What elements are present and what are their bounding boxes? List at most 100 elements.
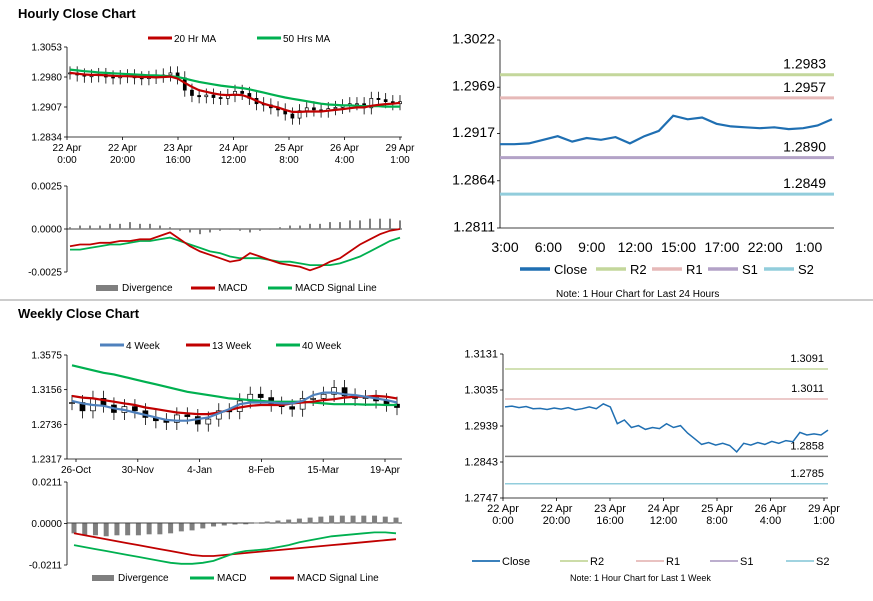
weekly-ytick-label: 1.3575 xyxy=(31,351,62,362)
h24-xtick-label: 15:00 xyxy=(661,239,696,255)
w1-xtick-label: 22 Apr xyxy=(487,503,519,515)
hourly-xtick-label: 20:00 xyxy=(110,155,135,166)
h24-note: Note: 1 Hour Chart for Last 24 Hours xyxy=(556,289,719,300)
hourly-candle-body xyxy=(297,110,302,119)
hourly-candle-body xyxy=(355,103,359,106)
hourly-macd-divergence-bar xyxy=(379,218,381,229)
w1-ytick-label: 1.3035 xyxy=(464,385,498,397)
hourly-macd-divergence-bar xyxy=(199,229,201,235)
hourly-candle-body xyxy=(312,107,316,111)
hourly-macd-divergence-bar xyxy=(399,220,401,229)
hourly-xtick-label: 22 Apr xyxy=(53,143,83,154)
weekly-candle-body xyxy=(320,393,327,399)
hourly-macd-divergence-bar xyxy=(219,229,221,231)
weekly-candle-body xyxy=(310,398,316,400)
h24-xtick-label: 17:00 xyxy=(704,239,739,255)
h24-xtick-label: 12:00 xyxy=(618,239,653,255)
hourly-macd-divergence-bar xyxy=(169,227,171,229)
w1-xtick-label: 20:00 xyxy=(543,515,571,527)
hourly-macd-divergence-bar xyxy=(89,225,91,229)
hourly-macd-divergence-bar xyxy=(319,223,321,229)
weekly-xtick-label: 30-Nov xyxy=(122,465,154,476)
legend-4-week-label: 4 Week xyxy=(126,341,161,352)
w1-ytick-label: 1.2747 xyxy=(464,493,498,505)
hourly-candle-body xyxy=(376,98,381,100)
weekly-macd-divergence-bar xyxy=(221,523,227,526)
h24-legend-close-label: Close xyxy=(554,262,587,277)
weekly-macd-divergence-bar xyxy=(296,518,302,524)
w1-xtick-label: 23 Apr xyxy=(594,503,626,515)
w1-r2-label: 1.3091 xyxy=(790,353,824,365)
weekly-macd-divergence-bar xyxy=(82,523,88,536)
weekly-macd-ytick-label: 0.0211 xyxy=(32,478,62,489)
hourly-ytick-label: 1.2907 xyxy=(31,103,62,114)
weekly-xtick-label: 26-Oct xyxy=(61,465,91,476)
hourly-macd-signal-line xyxy=(70,236,401,267)
weekly-xtick-label: 19-Apr xyxy=(370,465,401,476)
hourly-candle-body xyxy=(290,113,295,119)
h24-ytick-label: 1.3022 xyxy=(452,31,495,47)
hourly-macd-divergence-bar xyxy=(279,227,281,229)
h24-s2-label: 1.2849 xyxy=(783,175,826,191)
weekly-macd-divergence-bar xyxy=(253,522,259,524)
w1-xtick-label: 8:00 xyxy=(706,515,727,527)
weekly-candle-body xyxy=(184,414,191,417)
w1-s2-label: 1.2785 xyxy=(790,468,824,480)
weekly-candle-body xyxy=(132,406,138,412)
legend-macd-label: MACD xyxy=(218,283,247,294)
hourly-macd-divergence-bar xyxy=(359,220,361,229)
hourly-xtick-label: 4:00 xyxy=(335,155,355,166)
w1-ytick-label: 1.2843 xyxy=(464,457,498,469)
hourly-macd-divergence-bar xyxy=(289,225,291,229)
hourly-xtick-label: 16:00 xyxy=(165,155,190,166)
w1-note: Note: 1 Hour Chart for Last 1 Week xyxy=(570,573,711,583)
w1-xtick-label: 1:00 xyxy=(813,515,834,527)
weekly-macd-divergence-bar xyxy=(135,523,141,536)
hourly-candle-body xyxy=(304,107,309,112)
hourly-candle-body xyxy=(369,98,374,109)
legend-weekly-divergence-label: Divergence xyxy=(118,573,169,584)
w1-xtick-label: 12:00 xyxy=(650,515,678,527)
h24-ytick-label: 1.2864 xyxy=(452,171,495,187)
hourly-macd-ytick-label: 0.0025 xyxy=(31,182,62,193)
hourly-xtick-label: 25 Apr xyxy=(275,143,305,154)
h24-s1-label: 1.2890 xyxy=(783,139,826,155)
hourly-macd-divergence-bar xyxy=(209,229,211,233)
weekly-macd-divergence-bar xyxy=(232,523,238,525)
hourly-macd-divergence-bar xyxy=(99,225,101,229)
hourly-candle-body xyxy=(383,99,388,103)
hourly-ytick-label: 1.2980 xyxy=(31,73,62,84)
w1-legend-r2-label: R2 xyxy=(590,556,604,568)
weekly-macd-divergence-bar xyxy=(178,523,184,532)
hourly-xtick-label: 8:00 xyxy=(279,155,299,166)
hourly-macd-divergence-bar xyxy=(369,218,371,229)
weekly-macd-divergence-bar xyxy=(382,516,388,524)
weekly-macd-divergence-bar xyxy=(103,523,109,537)
weekly-macd-divergence-bar xyxy=(71,523,77,534)
hourly-macd-divergence-bar xyxy=(329,222,331,229)
hourly-macd-divergence-bar xyxy=(149,223,151,229)
hourly-macd-divergence-bar xyxy=(129,222,131,229)
weekly-macd-divergence-bar xyxy=(318,516,324,524)
hourly-macd-divergence-bar xyxy=(139,223,141,229)
hourly-ytick-label: 1.2834 xyxy=(31,133,62,144)
weekly-macd-divergence-bar xyxy=(243,523,249,525)
hourly-macd-divergence-bar xyxy=(339,222,341,229)
h24-legend-r2-label: R2 xyxy=(630,262,647,277)
hourly-xtick-label: 22 Apr xyxy=(108,143,138,154)
h24-xtick-label: 9:00 xyxy=(578,239,605,255)
weekly-candle-body xyxy=(205,418,212,425)
weekly-macd-divergence-bar xyxy=(372,515,378,524)
legend-macd-signal-label: MACD Signal Line xyxy=(295,283,377,294)
weekly-macd-chart: 0.0211 0.0000 -0.0211 Divergence MACD MACD… xyxy=(29,478,402,584)
weekly-macd-divergence-bar xyxy=(329,515,335,524)
weekly-macd-divergence-bar xyxy=(211,523,217,527)
legend-40-week-label: 40 Week xyxy=(302,341,342,352)
hourly-macd-line xyxy=(69,228,401,272)
w1-ytick-label: 1.2939 xyxy=(464,421,498,433)
hourly-macd-chart: 0.0025 0.0000 -0.0025 Divergence MACD MACD… xyxy=(28,182,402,294)
h24-ytick-label: 1.2811 xyxy=(453,219,495,235)
weekly-40-week-line xyxy=(71,364,397,407)
hourly-macd-divergence-bar xyxy=(249,229,251,233)
